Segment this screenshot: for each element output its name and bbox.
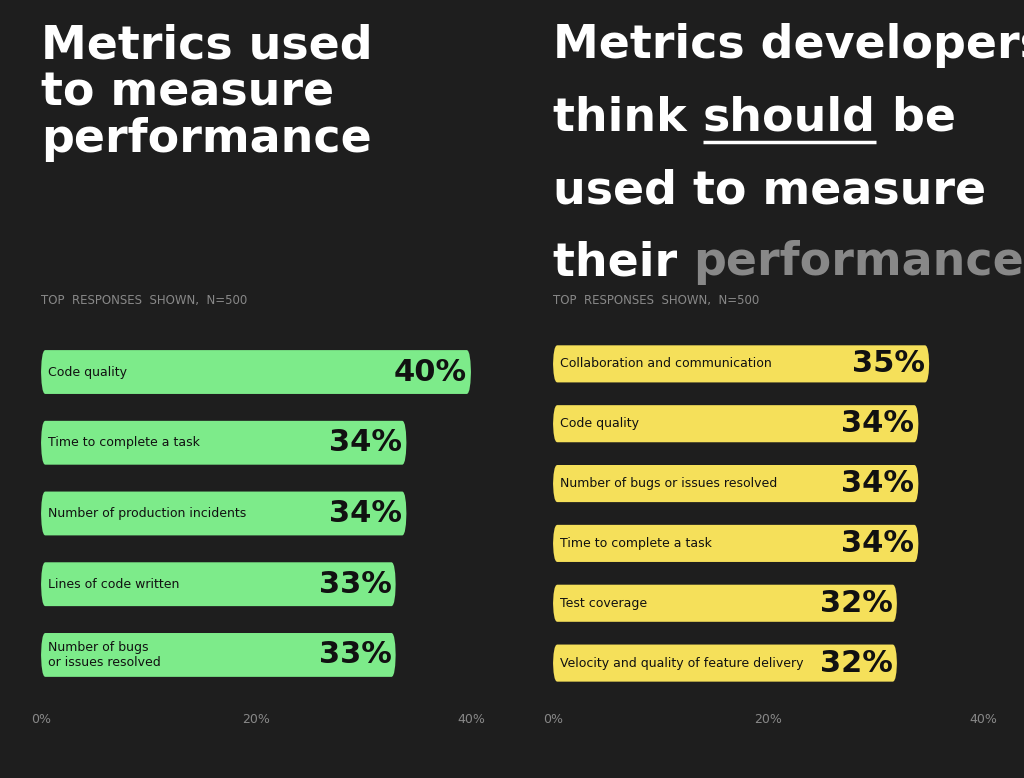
FancyBboxPatch shape <box>553 405 919 442</box>
Text: Code quality: Code quality <box>560 417 639 430</box>
Text: used to measure: used to measure <box>553 168 986 213</box>
FancyBboxPatch shape <box>41 562 395 606</box>
Text: Metrics developers: Metrics developers <box>553 23 1024 68</box>
Text: Number of bugs or issues resolved: Number of bugs or issues resolved <box>560 477 778 490</box>
Text: 33%: 33% <box>318 640 391 669</box>
Text: Number of bugs
or issues resolved: Number of bugs or issues resolved <box>48 641 161 669</box>
Text: Number of production incidents: Number of production incidents <box>48 507 247 520</box>
Text: Metrics used
to measure
performance: Metrics used to measure performance <box>41 23 373 162</box>
Text: Velocity and quality of feature delivery: Velocity and quality of feature delivery <box>560 657 804 670</box>
Text: Code quality: Code quality <box>48 366 127 379</box>
FancyBboxPatch shape <box>553 525 919 562</box>
Text: performance: performance <box>693 240 1024 286</box>
FancyBboxPatch shape <box>553 644 897 682</box>
Text: Lines of code written: Lines of code written <box>48 578 180 591</box>
Text: Test coverage: Test coverage <box>560 597 647 610</box>
Text: 40%: 40% <box>393 358 467 387</box>
Text: 32%: 32% <box>820 589 893 618</box>
Text: Collaboration and communication: Collaboration and communication <box>560 357 772 370</box>
Text: 33%: 33% <box>318 569 391 599</box>
FancyBboxPatch shape <box>553 465 919 502</box>
Text: be: be <box>876 96 955 141</box>
Text: TOP  RESPONSES  SHOWN,  N=500: TOP RESPONSES SHOWN, N=500 <box>553 294 759 307</box>
FancyBboxPatch shape <box>41 350 471 394</box>
Text: 34%: 34% <box>842 409 914 438</box>
Text: 34%: 34% <box>842 529 914 558</box>
Text: 32%: 32% <box>820 649 893 678</box>
Text: 35%: 35% <box>852 349 925 378</box>
Text: 34%: 34% <box>330 428 402 457</box>
Text: Time to complete a task: Time to complete a task <box>48 436 201 449</box>
Text: TOP  RESPONSES  SHOWN,  N=500: TOP RESPONSES SHOWN, N=500 <box>41 294 247 307</box>
FancyBboxPatch shape <box>553 585 897 622</box>
FancyBboxPatch shape <box>41 633 395 677</box>
Text: think: think <box>553 96 702 141</box>
FancyBboxPatch shape <box>41 421 407 464</box>
FancyBboxPatch shape <box>41 492 407 535</box>
FancyBboxPatch shape <box>553 345 930 383</box>
Text: Time to complete a task: Time to complete a task <box>560 537 713 550</box>
Text: their: their <box>553 240 693 286</box>
Text: should: should <box>702 96 876 141</box>
Text: 34%: 34% <box>842 469 914 498</box>
Text: 34%: 34% <box>330 499 402 528</box>
